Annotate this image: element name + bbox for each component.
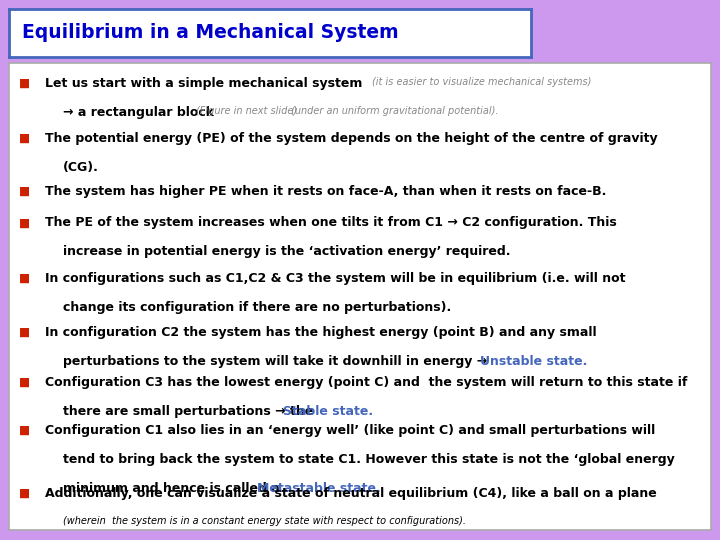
Text: In configuration C2 the system has the highest energy (point B) and any small: In configuration C2 the system has the h… — [45, 326, 597, 339]
Text: (it is easier to visualize mechanical systems): (it is easier to visualize mechanical sy… — [372, 77, 591, 87]
Text: Additionally, one can visualize a state of neutral equilibrium (C4), like a ball: Additionally, one can visualize a state … — [45, 487, 657, 500]
Text: Configuration C1 also lies in an ‘energy well’ (like point C) and small perturba: Configuration C1 also lies in an ‘energy… — [45, 424, 655, 437]
Text: (wherein  the system is in a constant energy state with respect to configuration: (wherein the system is in a constant ene… — [63, 516, 466, 526]
Text: perturbations to the system will take it downhill in energy →: perturbations to the system will take it… — [63, 355, 491, 368]
Text: (CG).: (CG). — [63, 161, 99, 174]
Text: there are small perturbations → the: there are small perturbations → the — [63, 405, 318, 418]
Text: Equilibrium in a Mechanical System: Equilibrium in a Mechanical System — [22, 23, 398, 43]
Text: The potential energy (PE) of the system depends on the height of the centre of g: The potential energy (PE) of the system … — [45, 132, 658, 145]
Text: Configuration C3 has the lowest energy (point C) and  the system will return to : Configuration C3 has the lowest energy (… — [45, 376, 688, 389]
Text: ■: ■ — [19, 487, 30, 500]
Text: Unstable state.: Unstable state. — [480, 355, 588, 368]
Text: (Figure in next slide): (Figure in next slide) — [197, 106, 297, 116]
Text: → a rectangular block: → a rectangular block — [63, 106, 218, 119]
Text: Stable state.: Stable state. — [283, 405, 373, 418]
Text: The system has higher PE when it rests on face-A, than when it rests on face-B.: The system has higher PE when it rests o… — [45, 185, 606, 198]
Text: ■: ■ — [19, 132, 30, 145]
Text: minimum and hence is called a: minimum and hence is called a — [63, 482, 284, 495]
Text: ■: ■ — [19, 424, 30, 437]
Text: The PE of the system increases when one tilts it from C1 → C2 configuration. Thi: The PE of the system increases when one … — [45, 217, 617, 230]
Text: Let us start with a simple mechanical system: Let us start with a simple mechanical sy… — [45, 77, 367, 90]
Text: ■: ■ — [19, 185, 30, 198]
Text: In configurations such as C1,C2 & C3 the system will be in equilibrium (i.e. wil: In configurations such as C1,C2 & C3 the… — [45, 272, 626, 285]
Text: (under an uniform gravitational potential).: (under an uniform gravitational potentia… — [287, 106, 498, 116]
Text: ■: ■ — [19, 326, 30, 339]
Text: increase in potential energy is the ‘activation energy’ required.: increase in potential energy is the ‘act… — [63, 245, 510, 258]
Text: ■: ■ — [19, 272, 30, 285]
Text: ■: ■ — [19, 217, 30, 230]
Text: Metastable state.: Metastable state. — [258, 482, 381, 495]
Text: ■: ■ — [19, 376, 30, 389]
Text: change its configuration if there are no perturbations).: change its configuration if there are no… — [63, 301, 451, 314]
Text: ■: ■ — [19, 77, 30, 90]
Text: tend to bring back the system to state C1. However this state is not the ‘global: tend to bring back the system to state C… — [63, 453, 675, 465]
